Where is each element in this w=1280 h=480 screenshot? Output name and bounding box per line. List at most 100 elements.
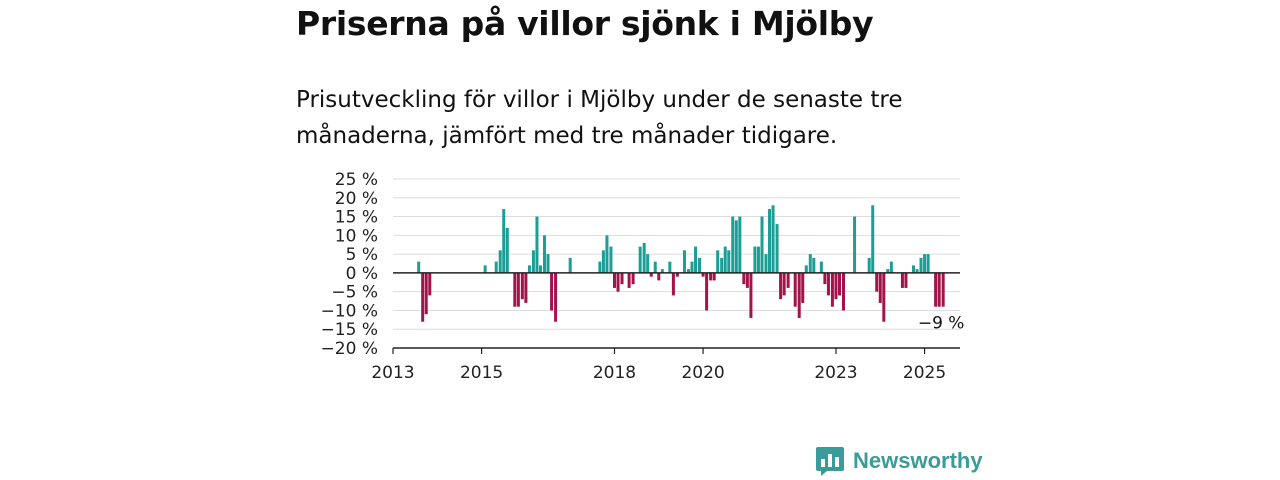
- y-tick-label: 20 %: [335, 189, 378, 209]
- bar: [616, 272, 620, 292]
- bar: [838, 272, 842, 296]
- y-tick-label: −5 %: [331, 283, 378, 303]
- bar: [756, 246, 760, 273]
- bar: [668, 261, 672, 273]
- bar: [653, 261, 657, 273]
- bar: [760, 216, 764, 273]
- x-tick-label: 2013: [371, 363, 414, 383]
- y-tick-label: 5 %: [346, 245, 378, 265]
- bar: [705, 272, 709, 311]
- bar: [505, 227, 509, 273]
- bar: [804, 265, 808, 273]
- bar: [911, 265, 915, 273]
- bar: [882, 272, 886, 322]
- bar: [568, 257, 572, 273]
- bar: [675, 272, 679, 277]
- bar: [605, 235, 609, 273]
- bar: [797, 272, 801, 318]
- bar: [720, 257, 724, 273]
- brand-logo: Newsworthy: [815, 445, 983, 477]
- y-tick-label: 15 %: [335, 208, 378, 228]
- bar: [786, 272, 790, 288]
- bar: [749, 272, 753, 318]
- bar: [546, 254, 550, 273]
- bar: [520, 272, 524, 300]
- bar: [742, 272, 746, 285]
- bar: [745, 272, 749, 288]
- bar: [657, 272, 661, 281]
- y-axis-tick-labels: 25 %20 %15 %10 %5 %0 %−5 %−10 %−15 %−20 …: [321, 170, 378, 359]
- bar: [812, 257, 816, 273]
- bar: [424, 272, 428, 315]
- bar: [539, 265, 543, 273]
- brand-name: Newsworthy: [853, 448, 983, 473]
- bar: [660, 269, 664, 273]
- bar: [712, 272, 716, 281]
- bar: [867, 257, 871, 273]
- bar: [417, 261, 421, 273]
- bar: [542, 235, 546, 273]
- bar: [671, 272, 675, 296]
- x-tick-label: 2023: [814, 363, 857, 383]
- bar: [601, 250, 605, 273]
- bar: [889, 261, 893, 273]
- bar: [698, 257, 702, 273]
- bar: [934, 272, 938, 307]
- bar: [649, 272, 653, 277]
- bar: [682, 250, 686, 273]
- newsworthy-logo-icon: [816, 447, 844, 476]
- bar: [734, 220, 738, 273]
- bar: [878, 272, 882, 303]
- bar: [620, 272, 624, 285]
- bar: [642, 242, 646, 273]
- bar: [779, 272, 783, 300]
- bar: [716, 250, 720, 273]
- bar: [646, 254, 650, 273]
- chart-subtitle: Prisutveckling för villor i Mjölby under…: [296, 87, 903, 149]
- bar: [871, 205, 875, 273]
- bar: [782, 272, 786, 296]
- bar: [808, 254, 812, 273]
- y-tick-label: −20 %: [321, 339, 378, 359]
- bar: [771, 205, 775, 273]
- bar: [819, 261, 823, 273]
- bar: [775, 224, 779, 273]
- last-value-label: −9 %: [918, 314, 965, 334]
- bar: [923, 254, 927, 273]
- y-tick-label: 25 %: [335, 170, 378, 190]
- bar: [830, 272, 834, 307]
- bar: [915, 269, 919, 273]
- bar: [428, 272, 432, 296]
- bar: [826, 272, 830, 296]
- bar: [694, 246, 698, 273]
- bar: [764, 254, 768, 273]
- bar: [421, 272, 425, 322]
- bar: [823, 272, 827, 285]
- x-axis-tick-labels: 2013 2015 2018 2020 2023 2025: [371, 363, 946, 383]
- chart-title: Priserna på villor sjönk i Mjölby: [296, 4, 874, 43]
- y-tick-label: −10 %: [321, 301, 378, 321]
- bar: [841, 272, 845, 311]
- bar: [524, 272, 528, 303]
- bar: [631, 272, 635, 285]
- x-tick-label: 2020: [681, 363, 724, 383]
- y-tick-label: 10 %: [335, 226, 378, 246]
- bar: [727, 250, 731, 273]
- bar: [801, 272, 805, 303]
- y-tick-label: 0 %: [346, 264, 378, 284]
- bar: [768, 209, 772, 273]
- bars: [417, 205, 945, 322]
- bar: [498, 250, 502, 273]
- bar: [793, 272, 797, 307]
- bar: [638, 246, 642, 273]
- bar: [513, 272, 517, 307]
- x-tick-label: 2018: [593, 363, 636, 383]
- bar: [554, 272, 558, 322]
- x-tick-label: 2025: [903, 363, 946, 383]
- bar: [609, 246, 613, 273]
- bar: [904, 272, 908, 288]
- bar: [502, 209, 506, 273]
- bar: [919, 257, 923, 273]
- bar: [709, 272, 713, 281]
